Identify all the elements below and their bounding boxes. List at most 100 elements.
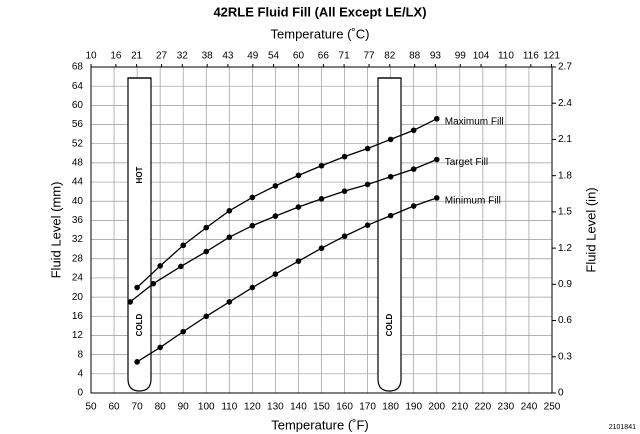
y2-tick-label: 2.4 bbox=[558, 98, 572, 109]
data-point bbox=[387, 212, 394, 219]
x2-tick-label: 27 bbox=[156, 51, 168, 62]
hot-tube bbox=[127, 77, 152, 392]
x2-tick-label: 10 bbox=[85, 51, 97, 62]
y-tick-label: 68 bbox=[72, 62, 84, 73]
y-tick-label: 24 bbox=[72, 273, 84, 284]
x-tick-label: 200 bbox=[428, 402, 445, 413]
data-point bbox=[180, 242, 186, 249]
x2-tick-label: 54 bbox=[268, 51, 280, 62]
plot-frame bbox=[90, 66, 553, 394]
x2-tick-label: 32 bbox=[177, 51, 189, 62]
x2-tick-label: 71 bbox=[339, 51, 351, 62]
x-tick-label: 150 bbox=[313, 402, 330, 413]
y-tick-label: 32 bbox=[72, 234, 84, 245]
data-point bbox=[249, 284, 256, 291]
data-point bbox=[410, 166, 417, 172]
y2-tick-label: 0.6 bbox=[558, 315, 572, 326]
x2-tick-label: 99 bbox=[455, 51, 467, 62]
x-tick-label: 220 bbox=[475, 402, 492, 413]
x-tick-label: 90 bbox=[178, 402, 190, 413]
x-axis-label: Temperature (˚F) bbox=[271, 417, 369, 432]
x-tick-label: 160 bbox=[336, 402, 353, 413]
y-tick-label: 48 bbox=[72, 158, 84, 169]
figure-id: 2101841 bbox=[609, 424, 636, 431]
x-tick-label: 210 bbox=[451, 402, 468, 413]
x2-tick-label: 77 bbox=[363, 51, 375, 62]
data-point bbox=[295, 172, 302, 179]
data-point bbox=[226, 299, 233, 305]
y-tick-label: 36 bbox=[72, 215, 84, 226]
data-point bbox=[341, 233, 348, 240]
x-tick-label: 180 bbox=[382, 402, 399, 413]
data-point bbox=[157, 344, 163, 351]
y-tick-label: 8 bbox=[77, 349, 83, 360]
series-line bbox=[136, 197, 437, 363]
chart-title: 42RLE Fluid Fill (All Except LE/LX) bbox=[213, 4, 426, 19]
x2-tick-label: 110 bbox=[498, 51, 514, 62]
x-tick-label: 170 bbox=[359, 402, 376, 413]
data-point bbox=[387, 173, 394, 180]
x-tick-label: 80 bbox=[155, 402, 167, 413]
y-tick-label: 0 bbox=[77, 388, 83, 399]
data-point bbox=[433, 195, 440, 201]
tube-label: COLD bbox=[135, 313, 144, 336]
x2-tick-label: 60 bbox=[293, 51, 305, 62]
x-tick-label: 50 bbox=[85, 402, 97, 413]
data-point bbox=[127, 299, 133, 305]
data-point bbox=[295, 204, 302, 210]
data-point bbox=[226, 208, 233, 214]
data-point bbox=[318, 196, 325, 202]
x2-tick-label: 16 bbox=[110, 51, 122, 62]
y-axis-label: Fluid Level (mm) bbox=[48, 182, 63, 279]
y-tick-label: 16 bbox=[72, 311, 84, 322]
y-tick-label: 12 bbox=[72, 330, 84, 341]
y-tick-label: 52 bbox=[72, 138, 84, 149]
y2-tick-label: 0 bbox=[558, 388, 564, 399]
x2-tick-label: 43 bbox=[222, 51, 234, 62]
x2-tick-label: 82 bbox=[384, 51, 396, 62]
x-tick-label: 70 bbox=[132, 402, 144, 413]
y-tick-label: 20 bbox=[72, 292, 84, 303]
x2-tick-label: 21 bbox=[131, 51, 143, 62]
data-point bbox=[387, 136, 394, 143]
x-tick-label: 190 bbox=[405, 402, 422, 413]
data-point bbox=[295, 258, 302, 264]
x-tick-label: 120 bbox=[244, 402, 261, 413]
y2-tick-label: 1.8 bbox=[558, 170, 572, 181]
y-tick-label: 4 bbox=[77, 368, 83, 379]
tube-label: HOT bbox=[135, 166, 144, 183]
x-tick-label: 130 bbox=[267, 402, 284, 413]
cold-tube bbox=[377, 77, 402, 392]
data-point bbox=[249, 194, 256, 201]
data-point bbox=[433, 156, 440, 163]
tube-label: COLD bbox=[385, 313, 394, 336]
x2-tick-label: 88 bbox=[409, 51, 421, 62]
x-tick-label: 250 bbox=[544, 402, 561, 413]
data-point bbox=[134, 359, 140, 365]
y-tick-label: 44 bbox=[72, 177, 84, 188]
data-point bbox=[203, 224, 210, 231]
data-point bbox=[341, 188, 348, 194]
x-tick-label: 110 bbox=[221, 402, 237, 413]
x-tick-label: 60 bbox=[108, 402, 120, 413]
data-point bbox=[203, 313, 210, 320]
y-tick-label: 28 bbox=[72, 253, 84, 264]
x2-tick-label: 116 bbox=[523, 51, 539, 62]
y-tick-label: 40 bbox=[72, 196, 84, 207]
data-point bbox=[272, 271, 279, 277]
data-point bbox=[272, 213, 279, 219]
series-label: Maximum Fill bbox=[445, 116, 504, 127]
y2-tick-label: 2.7 bbox=[558, 62, 572, 73]
x-tick-label: 230 bbox=[498, 402, 515, 413]
x2-tick-label: 66 bbox=[318, 51, 330, 62]
data-point bbox=[364, 145, 371, 152]
x-tick-label: 140 bbox=[290, 402, 307, 413]
data-point bbox=[134, 284, 140, 291]
y2-tick-label: 1.5 bbox=[558, 207, 572, 218]
data-point bbox=[410, 203, 417, 209]
x2-axis-label: Temperature (˚C) bbox=[271, 26, 370, 41]
data-point bbox=[433, 115, 440, 122]
data-point bbox=[272, 183, 279, 189]
data-point bbox=[150, 280, 157, 287]
